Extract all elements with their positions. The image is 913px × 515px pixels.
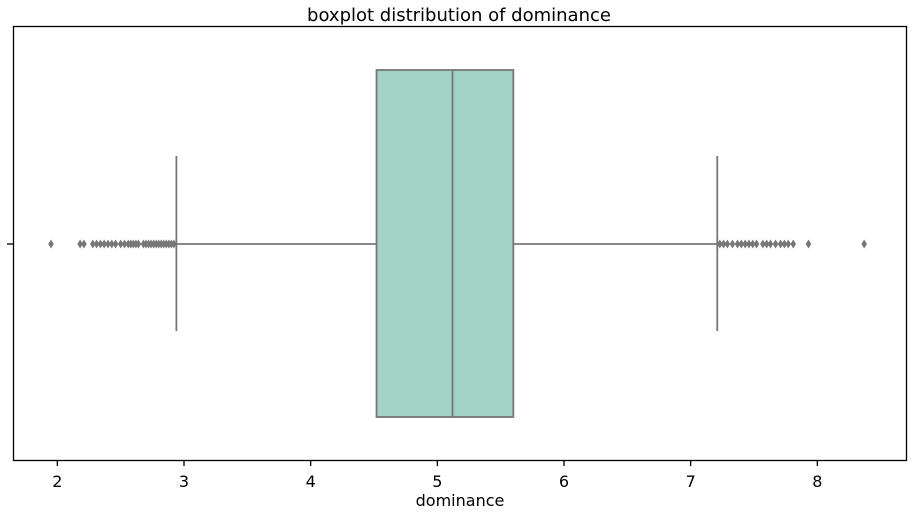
outlier-point bbox=[81, 239, 87, 249]
outlier-point bbox=[729, 239, 736, 249]
x-tick-label: 5 bbox=[432, 472, 442, 491]
outlier-point bbox=[861, 239, 867, 249]
outlier-point bbox=[734, 239, 741, 249]
outlier-point bbox=[738, 239, 745, 249]
outlier-point bbox=[135, 239, 142, 249]
outlier-point bbox=[760, 239, 766, 249]
outlier-point bbox=[763, 239, 770, 249]
plot-area bbox=[48, 69, 867, 418]
outlier-point bbox=[720, 239, 727, 249]
outlier-point bbox=[48, 239, 54, 249]
x-tick-label: 6 bbox=[559, 472, 569, 491]
outlier-point bbox=[790, 239, 797, 249]
outlier-point bbox=[77, 239, 83, 249]
outlier-point bbox=[777, 239, 784, 249]
outlier-point bbox=[97, 239, 104, 249]
outlier-point bbox=[724, 239, 731, 249]
outlier-point bbox=[785, 239, 791, 249]
x-tick-label: 3 bbox=[179, 472, 189, 491]
outlier-point bbox=[772, 239, 779, 249]
outlier-point bbox=[93, 239, 100, 249]
outlier-point bbox=[101, 239, 107, 249]
outlier-point bbox=[90, 239, 96, 249]
outlier-point bbox=[105, 239, 111, 249]
outlier-point bbox=[746, 239, 752, 249]
outlier-point bbox=[753, 239, 760, 249]
x-tick-label: 4 bbox=[306, 472, 316, 491]
iqr-box bbox=[375, 69, 515, 418]
outlier-point bbox=[112, 239, 119, 249]
outlier-point bbox=[742, 239, 748, 249]
x-axis: 2 3 4 5 6 7 8 bbox=[52, 460, 822, 491]
outlier-point bbox=[767, 239, 774, 249]
outlier-point bbox=[781, 239, 788, 249]
outlier-point bbox=[749, 239, 756, 249]
chart-title: boxplot distribution of dominance bbox=[307, 5, 611, 26]
x-tick-label: 2 bbox=[52, 472, 62, 491]
outlier-point bbox=[171, 239, 177, 249]
outlier-point bbox=[109, 239, 115, 249]
outlier-point bbox=[717, 239, 723, 249]
plot-frame bbox=[12, 25, 908, 462]
outlier-point bbox=[121, 239, 128, 249]
x-axis-label: dominance bbox=[416, 491, 505, 510]
x-tick-label: 8 bbox=[812, 472, 822, 491]
x-tick-label: 7 bbox=[686, 472, 696, 491]
outlier-point bbox=[117, 239, 124, 249]
outlier-point bbox=[805, 239, 812, 249]
